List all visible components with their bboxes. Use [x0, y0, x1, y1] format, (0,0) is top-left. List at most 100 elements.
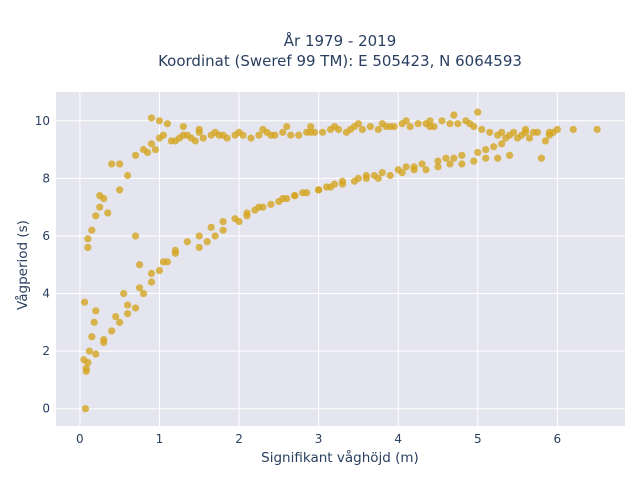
data-point — [502, 134, 510, 142]
data-point — [521, 125, 530, 134]
data-point — [450, 154, 458, 162]
data-point — [354, 120, 363, 128]
data-point — [458, 151, 466, 159]
data-point — [478, 125, 486, 134]
data-point — [219, 217, 227, 226]
data-point — [378, 169, 386, 177]
data-point — [402, 163, 410, 171]
data-point — [494, 154, 502, 162]
data-point — [362, 174, 370, 182]
data-point — [442, 154, 450, 162]
data-point — [402, 117, 410, 125]
data-point — [147, 278, 156, 286]
data-point — [135, 261, 144, 269]
data-point — [390, 122, 398, 131]
data-point — [378, 120, 386, 128]
y-tick-label: 4 — [42, 287, 50, 301]
data-point — [350, 177, 359, 185]
data-point — [318, 128, 327, 136]
data-point — [406, 122, 414, 131]
x-tick-label: 4 — [394, 432, 402, 446]
data-point — [307, 122, 315, 131]
data-point — [338, 180, 347, 188]
data-point — [486, 128, 494, 136]
data-point — [434, 157, 442, 165]
data-point — [195, 232, 203, 240]
data-point — [438, 117, 446, 125]
data-point — [470, 157, 478, 165]
data-point — [159, 131, 168, 139]
data-point — [167, 137, 175, 145]
data-point — [147, 114, 156, 122]
data-point — [235, 128, 243, 136]
data-point — [104, 209, 112, 217]
data-point — [88, 226, 96, 234]
data-point — [195, 243, 203, 252]
data-point — [342, 128, 351, 136]
data-point — [446, 160, 454, 168]
y-tick-label: 8 — [42, 171, 50, 185]
data-point — [498, 140, 506, 148]
data-point — [116, 160, 124, 168]
data-point — [108, 327, 116, 335]
x-tick-label: 2 — [235, 432, 243, 446]
x-tick-label: 5 — [474, 432, 482, 446]
data-point — [366, 122, 374, 131]
data-point — [175, 134, 183, 142]
data-point — [81, 298, 89, 306]
data-point — [223, 134, 231, 142]
data-point — [410, 166, 418, 174]
data-point — [199, 134, 207, 142]
data-point — [108, 160, 116, 168]
y-tick-label: 0 — [42, 402, 50, 416]
data-point — [287, 131, 295, 139]
data-point — [163, 120, 172, 128]
data-point — [231, 215, 239, 223]
data-point — [470, 122, 478, 131]
data-point — [211, 232, 219, 240]
x-tick-label: 6 — [554, 432, 562, 446]
x-tick-label: 0 — [76, 432, 84, 446]
y-tick-label: 10 — [35, 114, 50, 128]
x-tick-label: 1 — [156, 432, 164, 446]
data-point — [418, 160, 426, 168]
data-point — [131, 232, 140, 240]
data-point — [474, 108, 482, 116]
data-point — [80, 356, 88, 364]
data-point — [482, 145, 490, 154]
chart-title-line-2: Koordinat (Sweref 99 TM): E 505423, N 60… — [158, 52, 522, 70]
data-point — [171, 246, 179, 254]
data-point — [116, 318, 124, 326]
data-point — [311, 128, 319, 136]
data-point — [398, 169, 406, 177]
data-point — [96, 203, 104, 211]
data-point — [490, 143, 498, 151]
data-point — [147, 140, 156, 148]
data-point — [545, 128, 553, 136]
data-point — [279, 194, 287, 203]
data-point — [330, 122, 339, 131]
chart-title-line-1: År 1979 - 2019 — [284, 31, 397, 50]
data-point — [509, 128, 518, 136]
data-point — [255, 203, 263, 211]
data-point — [124, 171, 132, 180]
data-point — [506, 151, 514, 159]
data-point — [434, 163, 442, 171]
data-point — [454, 120, 462, 128]
data-point — [92, 212, 100, 220]
data-point — [450, 111, 458, 119]
data-point — [195, 125, 203, 134]
data-point — [131, 304, 140, 312]
data-point — [525, 134, 534, 142]
data-point — [267, 200, 275, 208]
data-point — [211, 128, 219, 136]
data-point — [82, 364, 90, 373]
data-point — [219, 226, 227, 234]
data-point — [243, 209, 251, 217]
data-point — [90, 318, 98, 326]
data-point — [593, 125, 601, 134]
y-tick-label: 2 — [42, 344, 50, 358]
data-point — [303, 189, 311, 197]
